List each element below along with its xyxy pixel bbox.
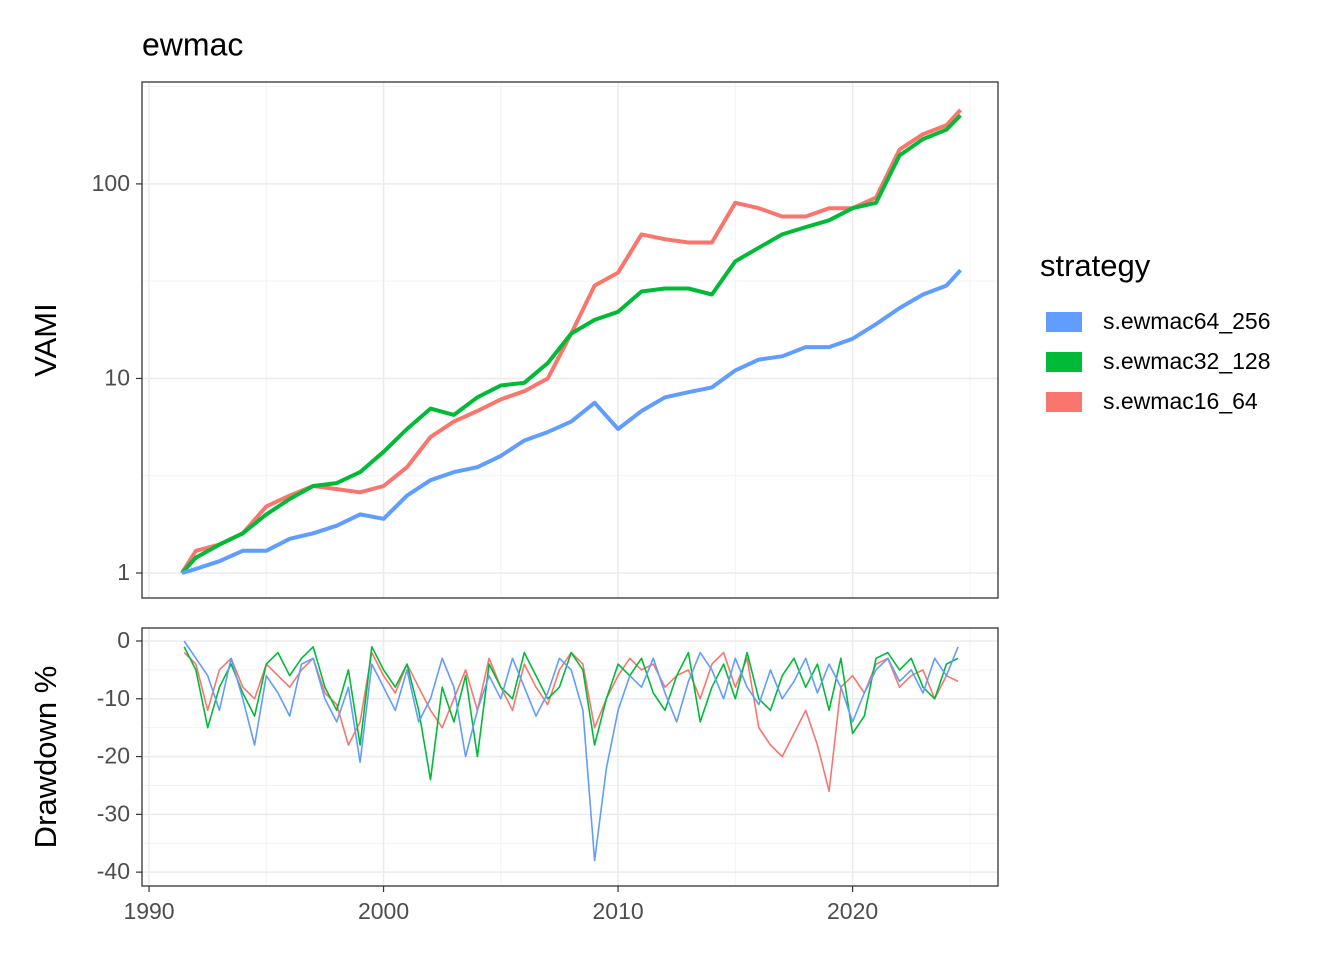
series-group [180, 108, 962, 575]
y-axis-title: VAMI [28, 303, 63, 377]
legend-key [1046, 352, 1082, 372]
legend-label: s.ewmac32_128 [1103, 348, 1271, 374]
legend-key [1046, 392, 1082, 412]
y-tick-label: -30 [97, 800, 130, 826]
series-group [183, 640, 959, 862]
legend-key [1046, 312, 1082, 332]
legend-label: s.ewmac16_64 [1103, 388, 1258, 414]
series-line [180, 113, 962, 575]
y-tick-label: 10 [104, 365, 130, 391]
panel-border [141, 627, 999, 887]
y-tick-label: -40 [97, 858, 130, 884]
x-tick-label: 2020 [827, 898, 878, 924]
series-line [181, 268, 962, 575]
x-tick-label: 2010 [592, 898, 643, 924]
panel-border [141, 81, 999, 599]
y-tick-label: -10 [97, 685, 130, 711]
y-tick-label: 100 [92, 170, 130, 196]
y-tick-label: 0 [117, 627, 130, 653]
y-tick-label: 1 [117, 559, 130, 585]
x-tick-label: 2000 [358, 898, 409, 924]
series-line [183, 646, 959, 781]
x-tick-label: 1990 [123, 898, 174, 924]
y-axis-title: Drawdown % [28, 666, 63, 849]
y-tick-label: -20 [97, 743, 130, 769]
series-line [183, 640, 959, 862]
legend-title: strategy [1040, 248, 1151, 283]
legend-label: s.ewmac64_256 [1103, 308, 1271, 334]
chart-title: ewmac [142, 26, 243, 62]
